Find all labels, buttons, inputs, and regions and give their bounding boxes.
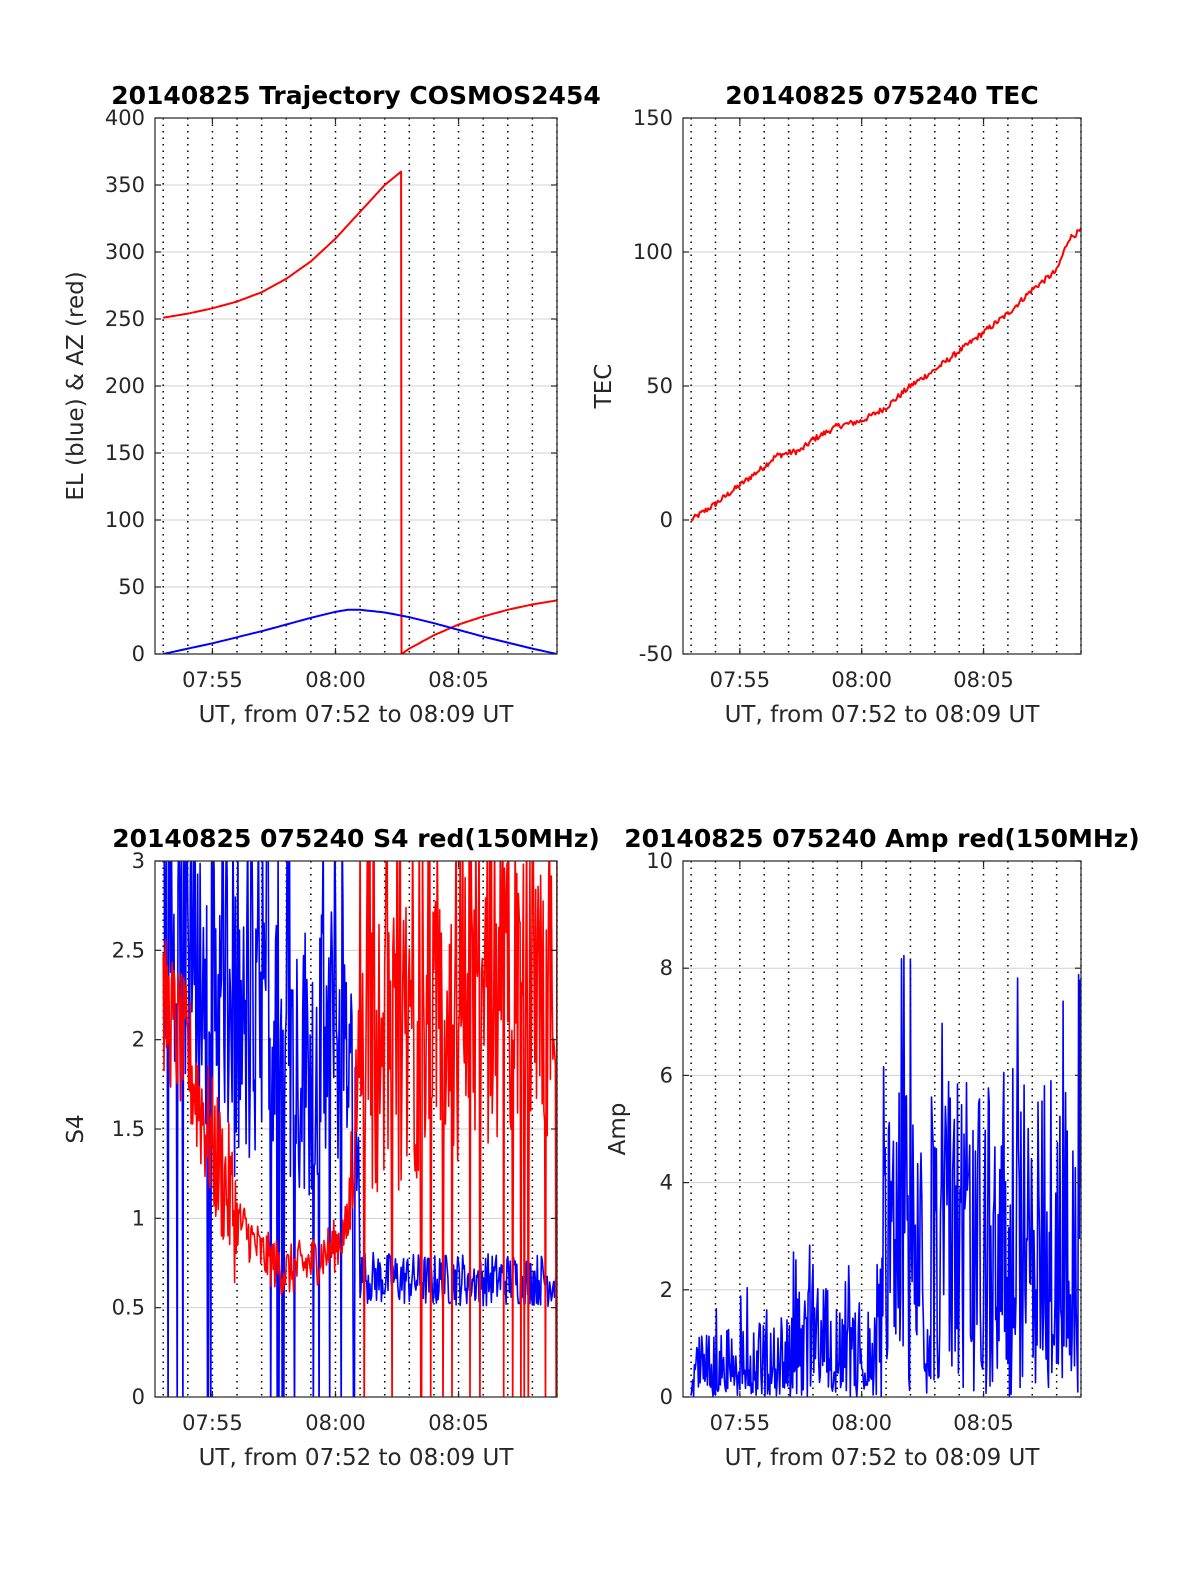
y-tick-label: 0 <box>660 508 673 532</box>
chart-s4: 0 0.5 1 1.5 2 2.5 3 07:55 08:00 08:05 20140825 075… <box>63 824 600 1471</box>
x-tick-label: 08:05 <box>428 668 489 692</box>
y-tick-label: 350 <box>105 173 145 197</box>
data-layer <box>163 170 557 654</box>
chart-amp: 0 2 4 6 8 10 07:55 08:00 08:05 20140825 075240 Am… <box>605 824 1140 1471</box>
y-tick-label: 0.5 <box>112 1296 145 1320</box>
y-tick-label: 400 <box>105 106 145 130</box>
x-tick-label: 08:00 <box>305 668 366 692</box>
y-tick-label: 0 <box>132 1385 145 1409</box>
y-tick-label: 6 <box>660 1063 673 1087</box>
series-red-line <box>162 861 557 1397</box>
series-red-line <box>690 227 1081 522</box>
x-tick-label: 07:55 <box>182 668 243 692</box>
x-axis-label: UT, from 07:52 to 08:09 UT <box>199 702 515 728</box>
x-tick-label: 08:00 <box>831 1411 892 1435</box>
y-tick-label: 1 <box>132 1206 145 1230</box>
y-tick-label: 100 <box>633 240 673 264</box>
y-tick-label: 150 <box>633 106 673 130</box>
y-tick-label: 0 <box>132 642 145 666</box>
y-tick-label: -50 <box>639 642 673 666</box>
data-layer <box>690 227 1081 522</box>
y-tick-label: 250 <box>105 307 145 331</box>
chart-tec: -50 0 50 100 150 07:55 08:00 08:05 20140825 0752… <box>591 81 1082 728</box>
series-blue-line <box>163 608 557 654</box>
y-tick-label: 0 <box>660 1385 673 1409</box>
x-tick-label: 08:00 <box>831 668 892 692</box>
y-axis-label: S4 <box>63 1114 89 1143</box>
chart-title: 20140825 075240 TEC <box>725 81 1038 110</box>
y-tick-label: 4 <box>660 1171 673 1195</box>
y-tick-label: 300 <box>105 240 145 264</box>
x-tick-label: 08:05 <box>953 668 1014 692</box>
x-tick-label: 08:00 <box>305 1411 366 1435</box>
x-tick-label: 07:55 <box>182 1411 243 1435</box>
x-axis-label: UT, from 07:52 to 08:09 UT <box>725 702 1041 728</box>
y-tick-label: 8 <box>660 956 673 980</box>
chart-title: 20140825 075240 Amp red(150MHz) <box>624 824 1140 853</box>
y-tick-label: 100 <box>105 508 145 532</box>
y-axis-label: TEC <box>591 364 617 410</box>
y-tick-label: 50 <box>646 374 673 398</box>
y-tick-label: 1.5 <box>112 1117 145 1141</box>
y-axis-label: Amp <box>605 1103 631 1156</box>
chart-title: 20140825 Trajectory COSMOS2454 <box>111 81 601 110</box>
plot-frame <box>682 860 1082 1398</box>
y-tick-label: 3 <box>132 849 145 873</box>
y-tick-label: 2 <box>132 1028 145 1052</box>
series-red-line <box>163 170 557 654</box>
y-tick-label: 50 <box>118 575 145 599</box>
y-tick-label: 150 <box>105 441 145 465</box>
x-tick-label: 08:05 <box>428 1411 489 1435</box>
x-axis-label: UT, from 07:52 to 08:09 UT <box>199 1445 515 1471</box>
chart-title: 20140825 075240 S4 red(150MHz) <box>112 824 600 853</box>
series-blue-line <box>163 861 557 1397</box>
y-tick-label: 10 <box>646 849 673 873</box>
x-tick-label: 08:05 <box>953 1411 1014 1435</box>
data-layer <box>690 954 1081 1397</box>
series-blue-line <box>690 954 1081 1397</box>
chart-trajectory: 0 50 100 150 200 250 300 350 400 07:55 08:00 08:05 2… <box>63 81 601 728</box>
y-axis-label: EL (blue) & AZ (red) <box>63 271 89 500</box>
x-tick-label: 07:55 <box>710 1411 771 1435</box>
data-layer <box>162 861 557 1397</box>
y-tick-label: 2 <box>660 1278 673 1302</box>
y-tick-label: 200 <box>105 374 145 398</box>
y-tick-label: 2.5 <box>112 938 145 962</box>
x-tick-label: 07:55 <box>710 668 771 692</box>
x-axis-label: UT, from 07:52 to 08:09 UT <box>725 1445 1041 1471</box>
